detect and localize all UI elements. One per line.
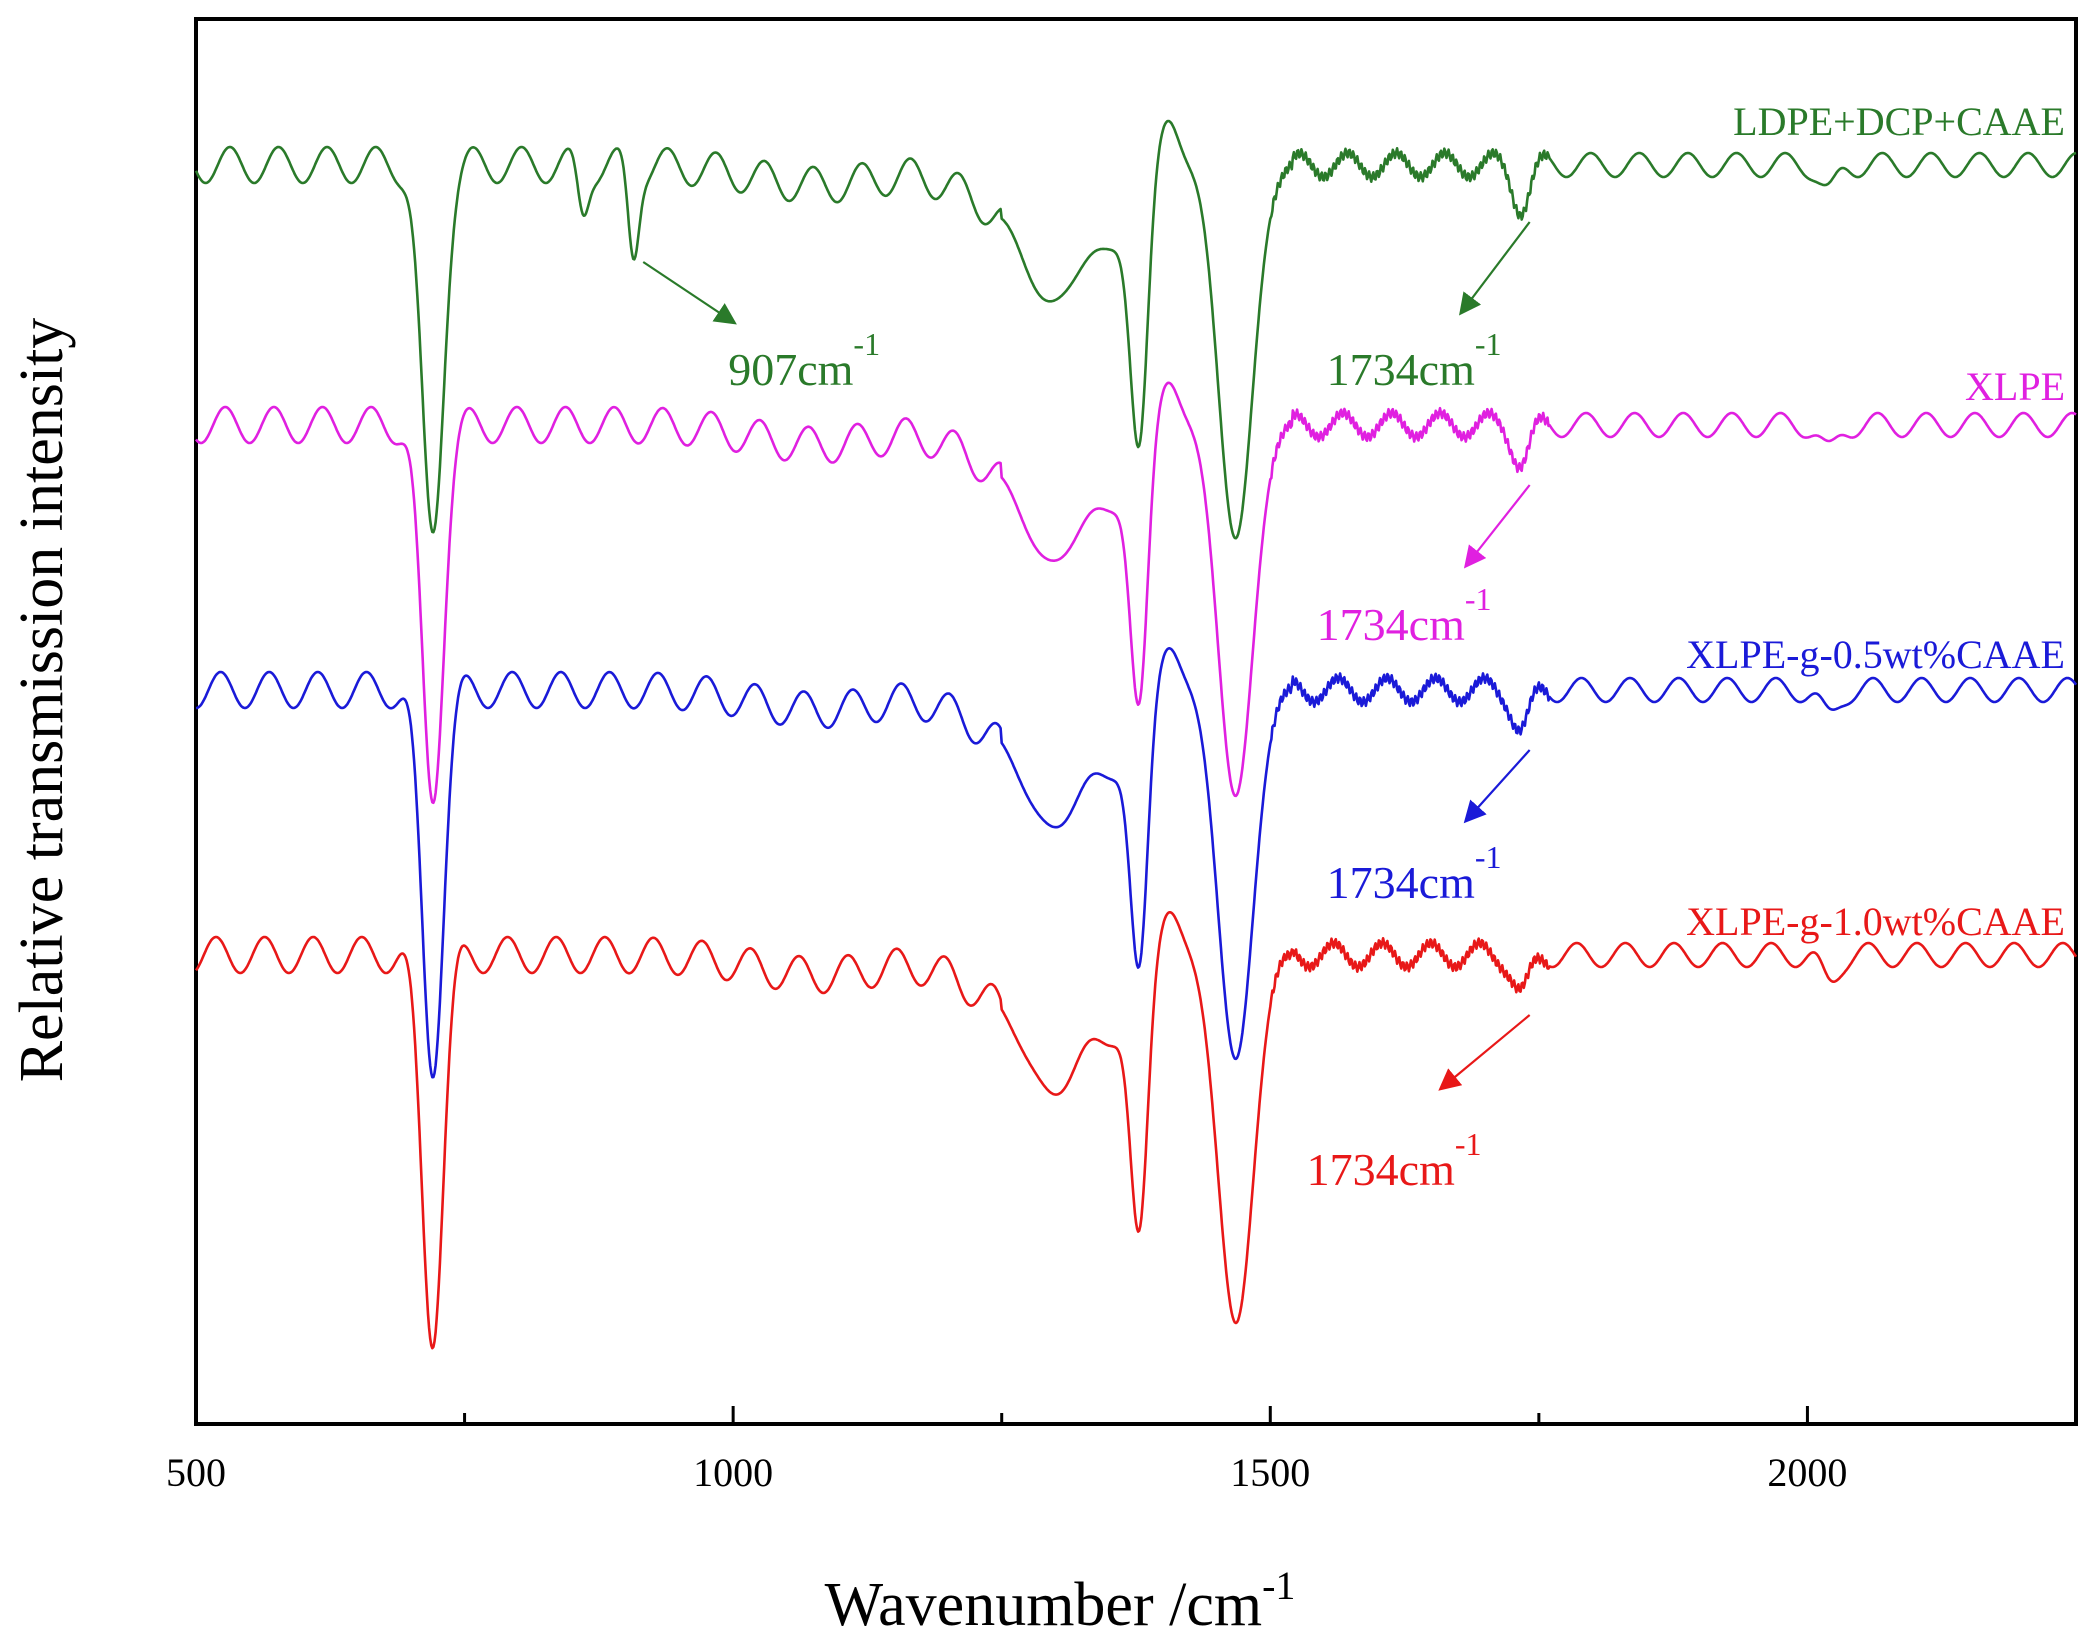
annotation-label: 1734cm-1 xyxy=(1327,326,1502,395)
series-layer xyxy=(194,119,2078,1350)
x-tick-label: 2000 xyxy=(1767,1450,1847,1495)
annotation-label: 1734cm-1 xyxy=(1317,581,1492,650)
series-line xyxy=(195,647,2078,1079)
annotation-label: 1734cm-1 xyxy=(1307,1126,1482,1195)
series-line xyxy=(194,911,2078,1350)
plot-frame xyxy=(194,17,2078,1426)
x-axis-title-superscript: -1 xyxy=(1262,1563,1295,1608)
x-tick-label: 500 xyxy=(166,1450,226,1495)
x-tick-label: 1000 xyxy=(693,1450,773,1495)
series-label: LDPE+DCP+CAAE xyxy=(1733,99,2065,144)
x-axis-tick-labels: 500 1000 1500 2000 xyxy=(166,1450,1847,1495)
annotation-label: 1734cm-1 xyxy=(1327,839,1502,908)
x-axis-title: Wavenumber /cm-1 xyxy=(825,1563,1296,1639)
series-line xyxy=(194,119,2077,540)
annotation-arrow xyxy=(1463,749,1531,824)
y-axis-title: Relative transmission intensity xyxy=(8,318,76,1083)
x-tick-label: 1500 xyxy=(1230,1450,1310,1495)
annotation-arrow xyxy=(1459,221,1531,316)
annotation-arrow xyxy=(1463,484,1531,569)
series-label: XLPE-g-1.0wt%CAAE xyxy=(1686,899,2065,944)
annotation-arrow xyxy=(642,261,737,325)
annotation-label: 907cm-1 xyxy=(728,326,880,395)
annotation-arrow xyxy=(1438,1014,1531,1091)
series-line xyxy=(194,381,2077,805)
annotation-layer: 907cm-1 1734cm-1 1734cm-1 1734cm-1 1734cm-1 xyxy=(642,221,1531,1195)
series-label: XLPE-g-0.5wt%CAAE xyxy=(1686,632,2065,677)
series-label: XLPE xyxy=(1965,364,2065,409)
series-label-layer: LDPE+DCP+CAAE XLPE XLPE-g-0.5wt%CAAE XLPE-g… xyxy=(1686,99,2065,944)
x-axis-ticks xyxy=(194,1406,2078,1424)
